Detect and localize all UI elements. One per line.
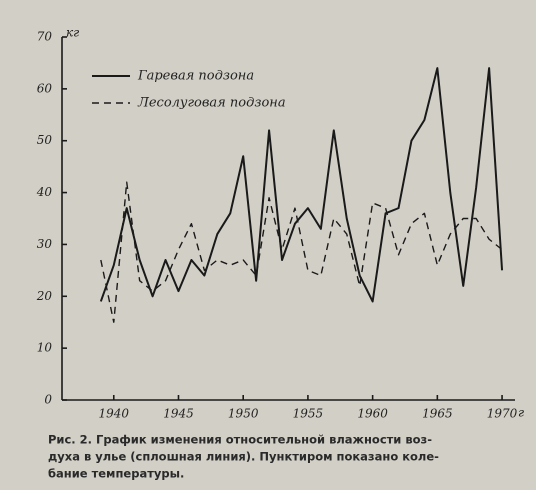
x-tick-label: 1970 [487, 407, 518, 421]
y-tick-label: 70 [37, 30, 53, 44]
caption-line: духа в улье (сплошная линия). Пунктиром … [48, 450, 439, 464]
y-tick-label: 0 [44, 393, 52, 407]
y-tick-label: 40 [36, 185, 53, 199]
x-tick-label: 1955 [293, 407, 324, 421]
x-tick-label: 1960 [357, 407, 388, 421]
x-unit: г [518, 406, 524, 420]
y-tick-label: 50 [37, 133, 53, 147]
y-tick-label: 60 [37, 81, 53, 95]
data-line [100, 181, 503, 323]
legend-label: Лесолуговая подзона [137, 96, 286, 111]
y-unit: кг [66, 26, 79, 40]
y-tick-label: 10 [37, 341, 53, 355]
x-tick-label: 1965 [422, 407, 453, 421]
x-tick-label: 1950 [228, 407, 259, 421]
y-tick-label: 30 [37, 237, 53, 251]
caption-line: Рис. 2. График изменения относительной в… [48, 433, 432, 447]
x-tick-label: 1945 [163, 407, 194, 421]
x-tick-label: 1940 [98, 407, 129, 421]
data-line [99, 67, 504, 303]
caption-line: бание температуры. [48, 467, 184, 481]
y-tick-label: 20 [36, 289, 53, 303]
legend-label: Гаревая подзона [137, 69, 254, 84]
